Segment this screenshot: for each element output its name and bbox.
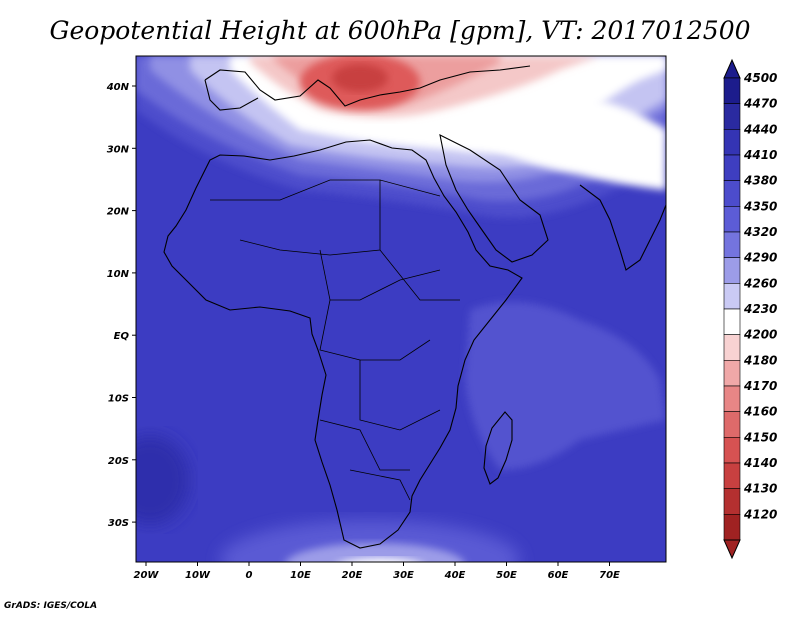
y-tick-label: 30S [108,518,129,529]
x-tick-label: 0 [246,570,253,581]
x-tick-label: 10E [290,570,311,581]
colorbar-swatch [723,283,741,310]
india-coastline [579,184,666,271]
y-tick-label: 10S [108,394,129,405]
colorbar-swatch [723,385,741,412]
colorbar-label: 4260 [743,276,777,290]
colorbar-swatch [723,514,741,541]
colorbar-label: 4320 [743,225,777,239]
colorbar-label: 4180 [743,353,777,367]
colorbar-swatch [723,462,741,489]
contour-south-inner [344,558,416,562]
x-tick-label: 10W [185,570,211,581]
colorbar-label: 4140 [743,456,777,470]
arabia-coastline [439,134,549,263]
x-tick-label: 20E [342,570,363,581]
chart-title: Geopotential Height at 600hPa [gpm], VT:… [49,16,750,45]
colorbar-swatch [723,154,741,181]
colorbar-label: 4350 [743,199,777,213]
contour-south-mid [285,543,465,562]
y-tick-label: EQ [114,331,130,342]
colorbar-swatch [723,334,741,361]
y-tick-label: 20N [107,207,130,218]
country-borders [210,179,460,501]
colorbar: 4500 4470 4440 4410 4380 4350 4320 4290 4260 4230… [723,58,777,560]
colorbar-swatch [723,77,741,104]
colorbar-swatch [723,180,741,207]
colorbar-label: 4160 [743,405,777,419]
colorbar-swatch [723,308,741,335]
colorbar-swatch [723,360,741,387]
colorbar-label: 4380 [743,174,777,188]
x-tick-label: 40E [444,570,466,581]
colorbar-label: 4290 [743,251,777,265]
europe-coastline [204,65,531,107]
x-tick-label: 20W [134,570,160,581]
y-tick-label: 20S [108,456,129,467]
y-tick-label: 10N [107,269,130,280]
colorbar-swatch [723,206,741,233]
colorbar-swatch [723,488,741,515]
x-axis-ticks: 20W 10W 0 10E 20E 30E 40E 50E 60E 70E [134,562,620,581]
y-tick-label: 40N [106,82,130,93]
africa-coastline [163,139,523,549]
map-frame [135,55,667,563]
colorbar-swatch [723,411,741,438]
colorbar-swatch [723,129,741,156]
colorbar-swatch [723,437,741,464]
height-field [136,56,666,562]
colorbar-label: 4470 [743,97,777,111]
colorbar-label: 4440 [743,122,777,136]
credit-label: GrADS: IGES/COLA [4,601,97,611]
madagascar-coastline [483,411,513,485]
x-tick-label: 50E [496,570,517,581]
colorbar-label: 4200 [743,328,777,342]
x-tick-label: 70E [599,570,620,581]
colorbar-top-arrow [723,58,741,79]
y-axis-ticks: 40N 30N 20N 10N EQ 10S 20S 30S [106,82,136,529]
colorbar-swatch [723,231,741,258]
colorbar-label: 4230 [743,302,777,316]
colorbar-label: 4120 [743,507,777,521]
colorbar-label: 4410 [743,148,777,162]
x-tick-label: 30E [393,570,414,581]
contour-4260-east [470,95,666,190]
colorbar-bottom-arrow [723,539,741,560]
colorbar-label: 4170 [743,379,777,393]
iberia-coastline [204,79,259,111]
colorbar-label: 4150 [743,430,777,444]
ocean-high-blob [465,302,666,470]
warm-core-inner [332,64,388,92]
colorbar-swatch [723,257,741,284]
low-pocket-southwest [136,435,190,525]
colorbar-swatch [723,103,741,130]
colorbar-label: 4500 [743,71,777,85]
x-tick-label: 60E [548,570,569,581]
y-tick-label: 30N [107,144,130,155]
colorbar-label: 4130 [743,482,777,496]
